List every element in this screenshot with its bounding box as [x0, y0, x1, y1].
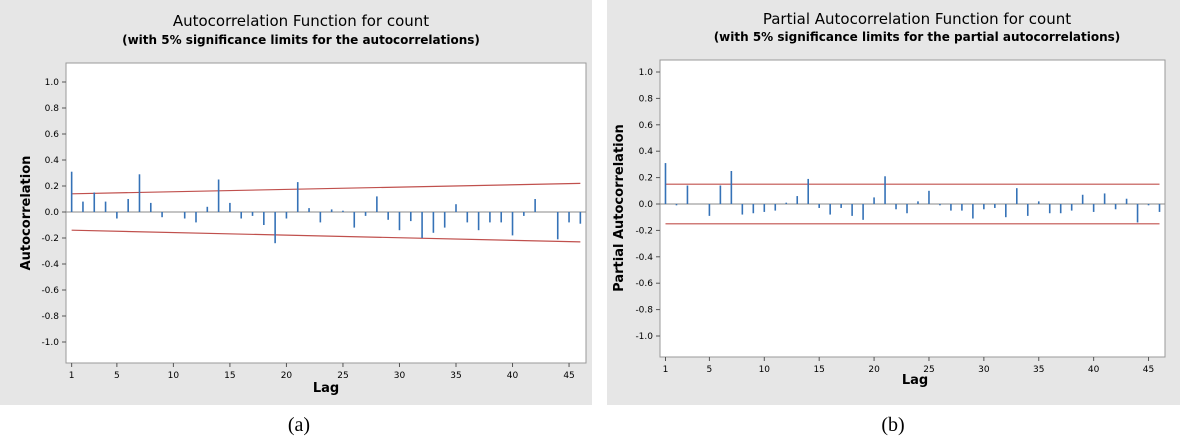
x-tick-label: 20: [868, 365, 880, 375]
chart-subtitle: (with 5% significance limits for the par…: [714, 30, 1121, 44]
x-tick-label: 10: [759, 365, 771, 375]
y-tick-label: -1.0: [41, 338, 59, 348]
y-tick-label: 0.4: [45, 156, 60, 166]
caption-a: (a): [287, 414, 311, 436]
y-tick-label: 0.2: [639, 174, 653, 184]
x-tick-label: 25: [337, 371, 348, 381]
y-tick-label: 1.0: [639, 68, 654, 78]
x-axis-label: Lag: [313, 381, 339, 396]
x-tick-label: 40: [507, 371, 519, 381]
y-tick-label: -0.2: [41, 234, 59, 244]
chart-subtitle: (with 5% significance limits for the aut…: [122, 33, 480, 47]
x-tick-label: 10: [168, 371, 180, 381]
y-tick-label: 0.4: [639, 147, 654, 157]
y-tick-label: 0.8: [45, 104, 60, 114]
x-tick-label: 20: [281, 371, 293, 381]
x-tick-label: 5: [707, 365, 713, 375]
y-tick-label: -0.6: [635, 279, 653, 289]
x-tick-label: 25: [923, 365, 934, 375]
chart-title: Partial Autocorrelation Function for cou…: [763, 10, 1071, 28]
acf-chart: Autocorrelation Function for count (with…: [19, 12, 587, 396]
x-tick-label: 35: [1033, 365, 1044, 375]
x-tick-label: 5: [114, 371, 120, 381]
y-tick-label: -0.8: [635, 306, 653, 316]
x-tick-label: 40: [1088, 365, 1100, 375]
x-tick-label: 30: [978, 365, 990, 375]
plot-area: [659, 59, 1166, 358]
plot-area: [65, 62, 587, 364]
x-tick-label: 15: [813, 365, 824, 375]
y-tick-label: 0.8: [639, 94, 654, 104]
y-tick-label: -1.0: [635, 332, 653, 342]
y-tick-label: -0.2: [635, 226, 653, 236]
y-axis-label: Autocorrelation: [19, 156, 34, 271]
x-axis-label: Lag: [902, 373, 928, 388]
x-tick-label: 1: [69, 371, 75, 381]
y-tick-label: -0.6: [41, 286, 59, 296]
y-axis-label: Partial Autocorrelation: [612, 124, 627, 292]
x-tick-label: 45: [563, 371, 574, 381]
chart-marks: 1.00.80.60.40.20.0-0.2-0.4-0.6-0.8-1.01 5…: [41, 78, 586, 381]
y-tick-label: 0.6: [639, 121, 654, 131]
caption-b: (b): [881, 414, 905, 436]
lower-significance-limit: [71, 229, 581, 243]
x-tick-label: 45: [1143, 365, 1154, 375]
y-tick-label: 0.0: [639, 200, 654, 210]
x-tick-label: 35: [450, 371, 461, 381]
y-tick-label: 0.2: [45, 182, 59, 192]
acf-chart-panel: Autocorrelation Function for count (with…: [0, 0, 592, 405]
x-tick-label: 30: [394, 371, 406, 381]
pacf-chart-panel: Partial Autocorrelation Function for cou…: [607, 0, 1180, 405]
x-tick-label: 1: [663, 365, 669, 375]
chart-title: Autocorrelation Function for count: [173, 12, 429, 30]
y-tick-label: -0.4: [635, 253, 653, 263]
pacf-chart: Partial Autocorrelation Function for cou…: [612, 10, 1166, 388]
y-tick-label: 1.0: [45, 78, 60, 88]
upper-significance-limit: [71, 182, 581, 195]
chart-marks: 1.00.80.60.40.20.0-0.2-0.4-0.6-0.8-1.01 5…: [635, 68, 1165, 375]
y-tick-label: 0.0: [45, 208, 60, 218]
y-tick-label: -0.4: [41, 260, 59, 270]
x-tick-label: 15: [224, 371, 235, 381]
y-tick-label: 0.6: [45, 130, 60, 140]
y-tick-label: -0.8: [41, 312, 59, 322]
